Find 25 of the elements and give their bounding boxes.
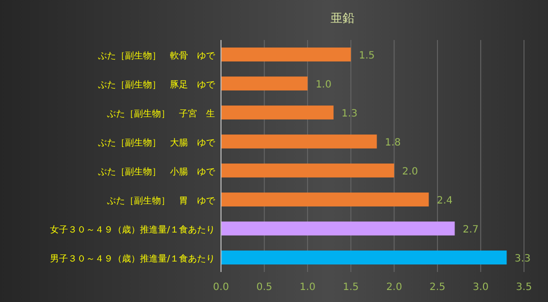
data-label: 2.4 bbox=[436, 196, 453, 206]
x-tick-label: 0.0 bbox=[213, 282, 229, 293]
x-tick-label: 0.5 bbox=[256, 282, 272, 293]
x-tick-label: 2.0 bbox=[386, 282, 402, 293]
data-label: 2.0 bbox=[402, 166, 418, 178]
data-label: 1.8 bbox=[384, 138, 401, 148]
data-label: 1.0 bbox=[316, 80, 332, 90]
y-tick-label: ぶた［副生物］ 小腸 ゆで bbox=[98, 166, 216, 178]
x-tick-label: 3.0 bbox=[472, 282, 489, 293]
y-tick-label: 男子３０～４９（歳）推進量/１食あたり bbox=[50, 254, 215, 264]
x-tick-label: 1.0 bbox=[300, 282, 316, 293]
y-tick-label: ぶた［副生物］ 胃 ゆで bbox=[107, 196, 216, 206]
y-tick-label: ぶた［副生物］ 子宮 生 bbox=[107, 108, 215, 120]
data-label: 1.3 bbox=[342, 108, 358, 120]
y-tick-label: ぶた［副生物］ 大腸 ゆで bbox=[98, 138, 216, 148]
data-label: 3.3 bbox=[514, 254, 531, 264]
x-tick-label: 3.5 bbox=[516, 282, 532, 293]
x-tick-label: 1.5 bbox=[342, 282, 359, 293]
data-label: 1.5 bbox=[358, 50, 375, 62]
x-tick-label: 2.5 bbox=[429, 282, 446, 293]
title: 亜鉛 bbox=[330, 11, 354, 25]
y-tick-label: ぶた［副生物］ 軟骨 ゆで bbox=[98, 50, 216, 62]
y-tick-label: ぶた［副生物］ 豚足 ゆで bbox=[98, 80, 216, 90]
y-tick-label: 女子３０～４９（歳）推進量/１食あたり bbox=[50, 224, 215, 236]
data-label: 2.7 bbox=[462, 224, 479, 236]
